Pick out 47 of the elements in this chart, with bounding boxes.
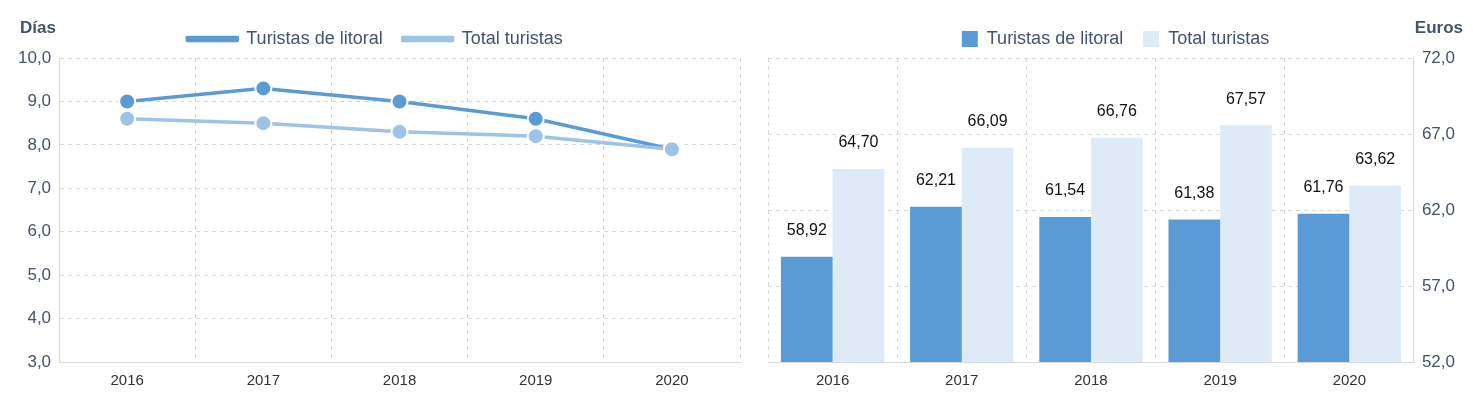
x-tick-label: 2019 xyxy=(1203,371,1237,389)
x-tick-label: 2018 xyxy=(1074,371,1108,389)
data-label: 66,76 xyxy=(1096,102,1137,120)
y2-axis-title: Euros xyxy=(1414,17,1463,37)
x-tick-label: 2020 xyxy=(1332,371,1367,389)
point xyxy=(118,92,137,111)
x-tick-label: 2020 xyxy=(655,371,689,389)
x-tick-label: 2017 xyxy=(246,371,281,389)
legend-label: Total turistas xyxy=(1168,27,1270,48)
y2-tick-label: 67,0 xyxy=(1421,123,1456,143)
y-axis-title: Días xyxy=(20,17,56,37)
y2-tick-label: 57,0 xyxy=(1421,275,1456,295)
x-tick-label: 2016 xyxy=(110,371,144,389)
data-label: 66,09 xyxy=(967,112,1008,130)
data-label: 61,54 xyxy=(1045,181,1086,199)
x-tick-label: 2019 xyxy=(519,371,553,389)
point xyxy=(526,127,545,146)
x-tick-label: 2018 xyxy=(382,371,417,389)
point xyxy=(254,79,273,98)
legend-label: Total turistas xyxy=(461,27,563,48)
y-tick-label: 7,0 xyxy=(27,177,52,197)
x-tick-label: 2016 xyxy=(815,371,850,389)
y-tick-label: 4,0 xyxy=(27,308,52,328)
point xyxy=(390,92,409,111)
y2-tick-label: 52,0 xyxy=(1421,351,1456,371)
y2-tick-label: 62,0 xyxy=(1421,199,1456,219)
data-label: 64,70 xyxy=(838,133,879,151)
point xyxy=(390,122,409,141)
data-label: 58,92 xyxy=(786,221,827,239)
y-tick-label: 8,0 xyxy=(27,134,52,154)
data-label: 63,62 xyxy=(1355,149,1396,167)
y-tick-label: 5,0 xyxy=(27,264,52,284)
legend-label: Turistas de litoral xyxy=(246,27,383,48)
data-label: 61,38 xyxy=(1174,183,1215,201)
y-tick-label: 9,0 xyxy=(27,91,52,111)
y-tick-label: 3,0 xyxy=(27,351,52,371)
data-label: 67,57 xyxy=(1225,89,1267,107)
point xyxy=(118,109,137,128)
y2-tick-label: 72,0 xyxy=(1421,47,1456,67)
data-label: 61,76 xyxy=(1303,178,1344,196)
y-tick-label: 6,0 xyxy=(27,221,52,241)
y-tick-label: 10,0 xyxy=(17,47,52,67)
legend-label: Turistas de litoral xyxy=(986,27,1124,48)
data-label: 62,21 xyxy=(915,171,957,189)
x-tick-label: 2017 xyxy=(945,371,979,389)
point xyxy=(526,109,545,128)
point xyxy=(254,114,273,133)
